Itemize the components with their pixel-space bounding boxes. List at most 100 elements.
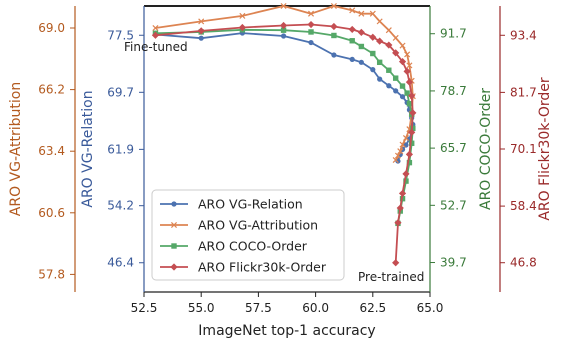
legend: ARO VG-Relation ARO VG-Attribution ARO COC… xyxy=(151,189,345,281)
x-tick-label: 65.0 xyxy=(417,301,444,315)
point-attribution xyxy=(280,2,287,10)
legend-marker xyxy=(170,221,178,229)
attribution-tick-label: 69.0 xyxy=(38,21,65,35)
point-coco xyxy=(376,59,383,66)
point-relation xyxy=(386,83,392,89)
point-coco xyxy=(370,50,376,57)
legend-label: ARO VG-Attribution xyxy=(198,218,318,233)
point-flickr xyxy=(238,23,246,32)
legend-item-attribution: ARO VG-Attribution xyxy=(160,218,318,233)
legend-marker xyxy=(171,201,177,207)
point-coco xyxy=(399,83,406,89)
point-attribution xyxy=(307,10,315,17)
point-flickr xyxy=(408,128,416,137)
coco-tick-label: 39.7 xyxy=(440,256,467,270)
point-flickr xyxy=(307,20,315,29)
point-flickr xyxy=(385,41,393,49)
point-attribution xyxy=(330,2,337,10)
x-tick-label: 62.5 xyxy=(359,301,386,315)
flickr-tick-label: 46.8 xyxy=(510,256,537,270)
point-flickr xyxy=(402,170,410,178)
attribution-tick-label: 66.2 xyxy=(38,83,65,97)
coco-tick-label: 52.7 xyxy=(440,198,467,212)
point-flickr xyxy=(396,204,404,212)
flickr-tick-label: 81.7 xyxy=(510,85,537,99)
series-relation xyxy=(152,30,416,164)
point-flickr xyxy=(348,25,356,34)
point-flickr xyxy=(330,22,338,31)
fine-tuned-annotation: Fine-tuned xyxy=(124,40,188,54)
point-attribution xyxy=(369,10,376,17)
point-attribution xyxy=(392,156,399,164)
series-line-flickr xyxy=(155,23,414,263)
x-tick-label: 57.5 xyxy=(245,301,272,315)
point-flickr xyxy=(279,21,288,30)
point-flickr xyxy=(405,78,414,86)
x-tick-label: 60.0 xyxy=(302,301,329,315)
point-relation xyxy=(198,35,204,41)
point-coco xyxy=(386,67,392,73)
point-flickr xyxy=(392,49,400,57)
series-layer xyxy=(151,2,417,267)
point-attribution xyxy=(358,10,365,17)
point-flickr xyxy=(357,28,365,36)
point-flickr xyxy=(369,33,377,41)
point-flickr xyxy=(392,259,400,267)
point-attribution xyxy=(239,12,246,19)
flickr-axis-ticks: 46.8 58.4 70.1 81.7 93.4 xyxy=(500,28,537,270)
point-coco xyxy=(280,27,287,33)
point-attribution xyxy=(402,134,410,142)
relation-tick-label: 69.7 xyxy=(107,85,134,99)
point-flickr xyxy=(405,150,414,158)
legend-item-flickr: ARO Flickr30k-Order xyxy=(160,260,327,275)
attribution-tick-label: 60.6 xyxy=(38,206,65,220)
point-relation xyxy=(377,76,383,82)
relation-tick-label: 61.9 xyxy=(107,142,134,156)
point-flickr xyxy=(151,31,160,39)
legend-label: ARO VG-Relation xyxy=(198,197,303,212)
point-flickr xyxy=(398,58,407,66)
point-flickr xyxy=(408,92,416,100)
plot-frame xyxy=(143,5,431,293)
flickr-tick-label: 93.4 xyxy=(510,28,537,42)
point-flickr xyxy=(398,189,407,198)
legend-label: ARO COCO-Order xyxy=(198,239,308,254)
relation-tick-label: 46.4 xyxy=(107,256,134,270)
legend-item-relation: ARO VG-Relation xyxy=(160,197,303,212)
point-relation xyxy=(280,33,287,39)
point-coco xyxy=(408,140,415,146)
point-coco xyxy=(406,159,413,166)
point-coco xyxy=(404,90,410,96)
flickr-tick-label: 70.1 xyxy=(510,142,537,156)
point-attribution xyxy=(392,34,399,41)
flickr-tick-label: 58.4 xyxy=(510,199,537,213)
x-tick-label: 55.0 xyxy=(188,301,215,315)
point-attribution xyxy=(406,62,413,69)
flickr-axis-label: ARO Flickr30k-Order xyxy=(537,77,553,221)
point-flickr xyxy=(394,219,402,227)
point-attribution xyxy=(385,27,392,34)
legend-box xyxy=(151,189,345,281)
point-relation xyxy=(331,52,337,58)
point-coco xyxy=(392,75,399,81)
point-attribution xyxy=(404,51,411,58)
relation-tick-label: 77.5 xyxy=(107,28,134,42)
x-axis-label: ImageNet top-1 accuracy xyxy=(198,323,375,339)
point-coco xyxy=(403,178,409,184)
relation-axis-ticks: 46.4 54.2 61.9 69.7 77.5 xyxy=(107,28,144,270)
coco-axis-label: ARO COCO-Order xyxy=(478,88,494,210)
pre-trained-annotation: Pre-trained xyxy=(358,270,424,284)
point-relation xyxy=(370,67,376,73)
point-attribution xyxy=(152,24,159,32)
point-attribution xyxy=(349,7,356,14)
series-attribution xyxy=(152,2,416,164)
point-attribution xyxy=(397,148,404,155)
point-attribution xyxy=(394,152,401,159)
series-flickr xyxy=(151,20,417,267)
point-coco xyxy=(406,100,413,107)
point-flickr xyxy=(409,109,417,117)
coco-tick-label: 91.7 xyxy=(440,27,467,41)
point-coco xyxy=(358,43,365,50)
point-attribution xyxy=(399,42,406,49)
attribution-axis-ticks: 57.8 60.6 63.4 66.2 69.0 xyxy=(38,21,75,281)
